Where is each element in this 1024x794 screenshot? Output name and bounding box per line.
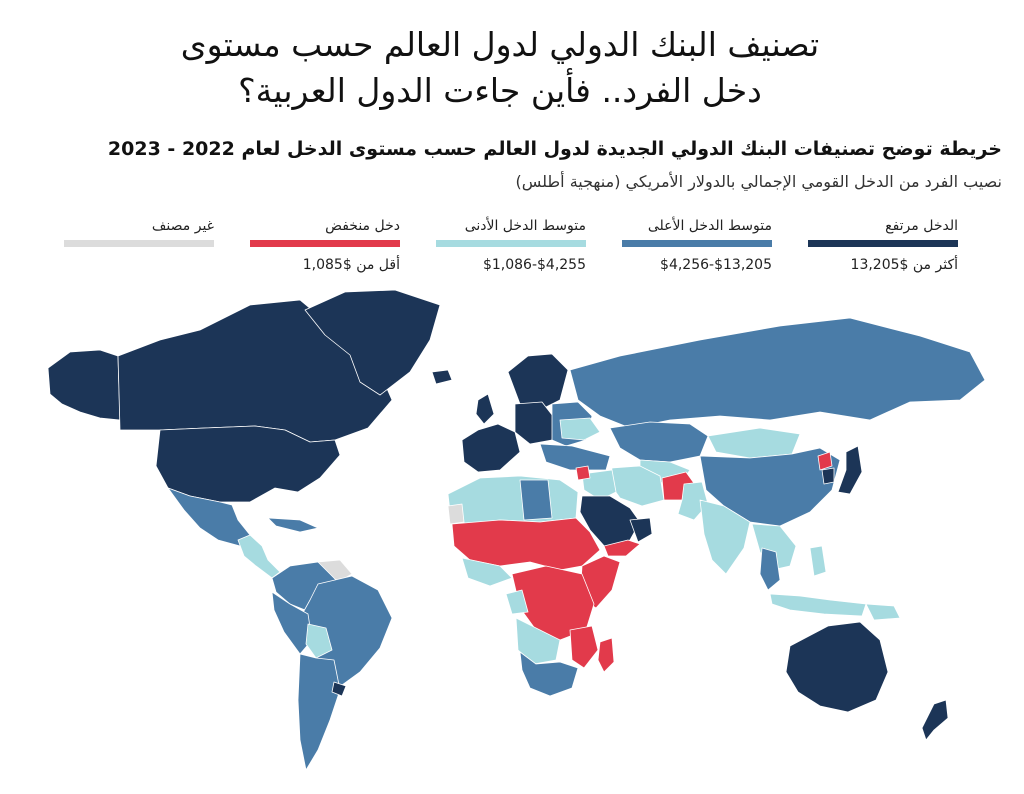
legend: الدخل مرتفع أكثر من $13,205 متوسط الدخل … <box>60 218 960 278</box>
region-angola-zambia <box>515 617 561 665</box>
legend-label: دخل منخفض <box>325 218 400 234</box>
region-new-zealand <box>921 699 949 741</box>
legend-label: متوسط الدخل الأدنى <box>464 218 586 234</box>
region-syria-red <box>575 465 591 481</box>
region-west-africa-coast <box>461 557 513 587</box>
region-saudi-gulf <box>579 495 641 549</box>
region-china <box>699 447 841 527</box>
region-guianas <box>317 559 353 583</box>
region-india <box>699 499 751 575</box>
legend-range: $4,255-$1,086 <box>482 257 586 273</box>
region-chile-argentina <box>297 653 341 771</box>
region-thailand-malaysia <box>759 547 781 591</box>
region-russia <box>569 317 986 429</box>
region-bolivia <box>305 623 333 659</box>
legend-item-lower-middle: متوسط الدخل الأدنى $4,255-$1,086 <box>436 218 586 273</box>
region-oman <box>629 517 653 543</box>
region-western-europe <box>461 423 521 473</box>
region-kazakhstan <box>609 421 709 463</box>
title-line-2: دخل الفرد.. فأين جاءت الدول العربية؟ <box>238 71 762 110</box>
region-papua-new-guinea <box>865 603 901 621</box>
region-central-europe <box>514 401 557 445</box>
legend-range: أقل من $1,085 <box>302 257 400 273</box>
region-north-korea <box>817 451 833 471</box>
map-subtitle: خريطة توضح تصنيفات البنك الدولي الجديدة … <box>107 138 1002 160</box>
world-map-svg <box>47 289 986 771</box>
region-north-africa <box>447 475 579 525</box>
region-mozambique-malawi <box>569 625 599 669</box>
region-western-sahara <box>447 503 465 525</box>
legend-item-unclassified: غير مصنف <box>64 218 214 247</box>
legend-item-low: دخل منخفض أقل من $1,085 <box>250 218 400 273</box>
region-south-korea <box>821 467 835 485</box>
legend-label: الدخل مرتفع <box>885 218 958 234</box>
legend-label: متوسط الدخل الأعلى <box>647 218 772 234</box>
legend-item-upper-middle: متوسط الدخل الأعلى $13,205-$4,256 <box>622 218 772 273</box>
region-balkans-turkey <box>539 443 611 471</box>
region-yemen <box>603 539 641 557</box>
region-caribbean <box>267 517 319 533</box>
legend-range: أكثر من $13,205 <box>850 257 958 273</box>
legend-item-high: الدخل مرتفع أكثر من $13,205 <box>808 218 958 273</box>
map-title: تصنيف البنك الدولي لدول العالم حسب مستوى… <box>100 22 900 114</box>
region-pakistan <box>677 481 709 521</box>
legend-swatch <box>64 240 214 247</box>
legend-label: غير مصنف <box>151 218 214 234</box>
region-ukraine <box>559 417 601 441</box>
region-philippines <box>809 545 827 577</box>
region-peru-ecuador <box>271 591 313 655</box>
region-mongolia <box>707 427 801 459</box>
legend-swatch <box>808 240 958 247</box>
region-southeast-asia <box>751 523 797 571</box>
world-map <box>0 282 1024 782</box>
region-central-america <box>237 534 281 579</box>
region-scandinavia <box>507 353 569 411</box>
region-madagascar <box>597 637 615 673</box>
legend-swatch <box>250 240 400 247</box>
legend-swatch <box>622 240 772 247</box>
title-line-1: تصنيف البنك الدولي لدول العالم حسب مستوى <box>180 25 820 64</box>
map-note: نصيب الفرد من الدخل القومي الإجمالي بالد… <box>515 172 1002 191</box>
region-gabon-congo <box>505 589 529 615</box>
legend-swatch <box>436 240 586 247</box>
region-greenland <box>304 289 441 396</box>
region-uk <box>475 393 495 425</box>
legend-range: $13,205-$4,256 <box>660 257 772 273</box>
region-uruguay <box>331 681 347 697</box>
region-alaska <box>47 349 121 421</box>
region-iceland <box>431 369 453 385</box>
region-southern-africa <box>519 651 579 697</box>
region-japan <box>837 445 863 495</box>
region-australia <box>785 621 889 713</box>
region-libya-gabon <box>519 479 553 521</box>
region-indonesia <box>769 593 867 617</box>
